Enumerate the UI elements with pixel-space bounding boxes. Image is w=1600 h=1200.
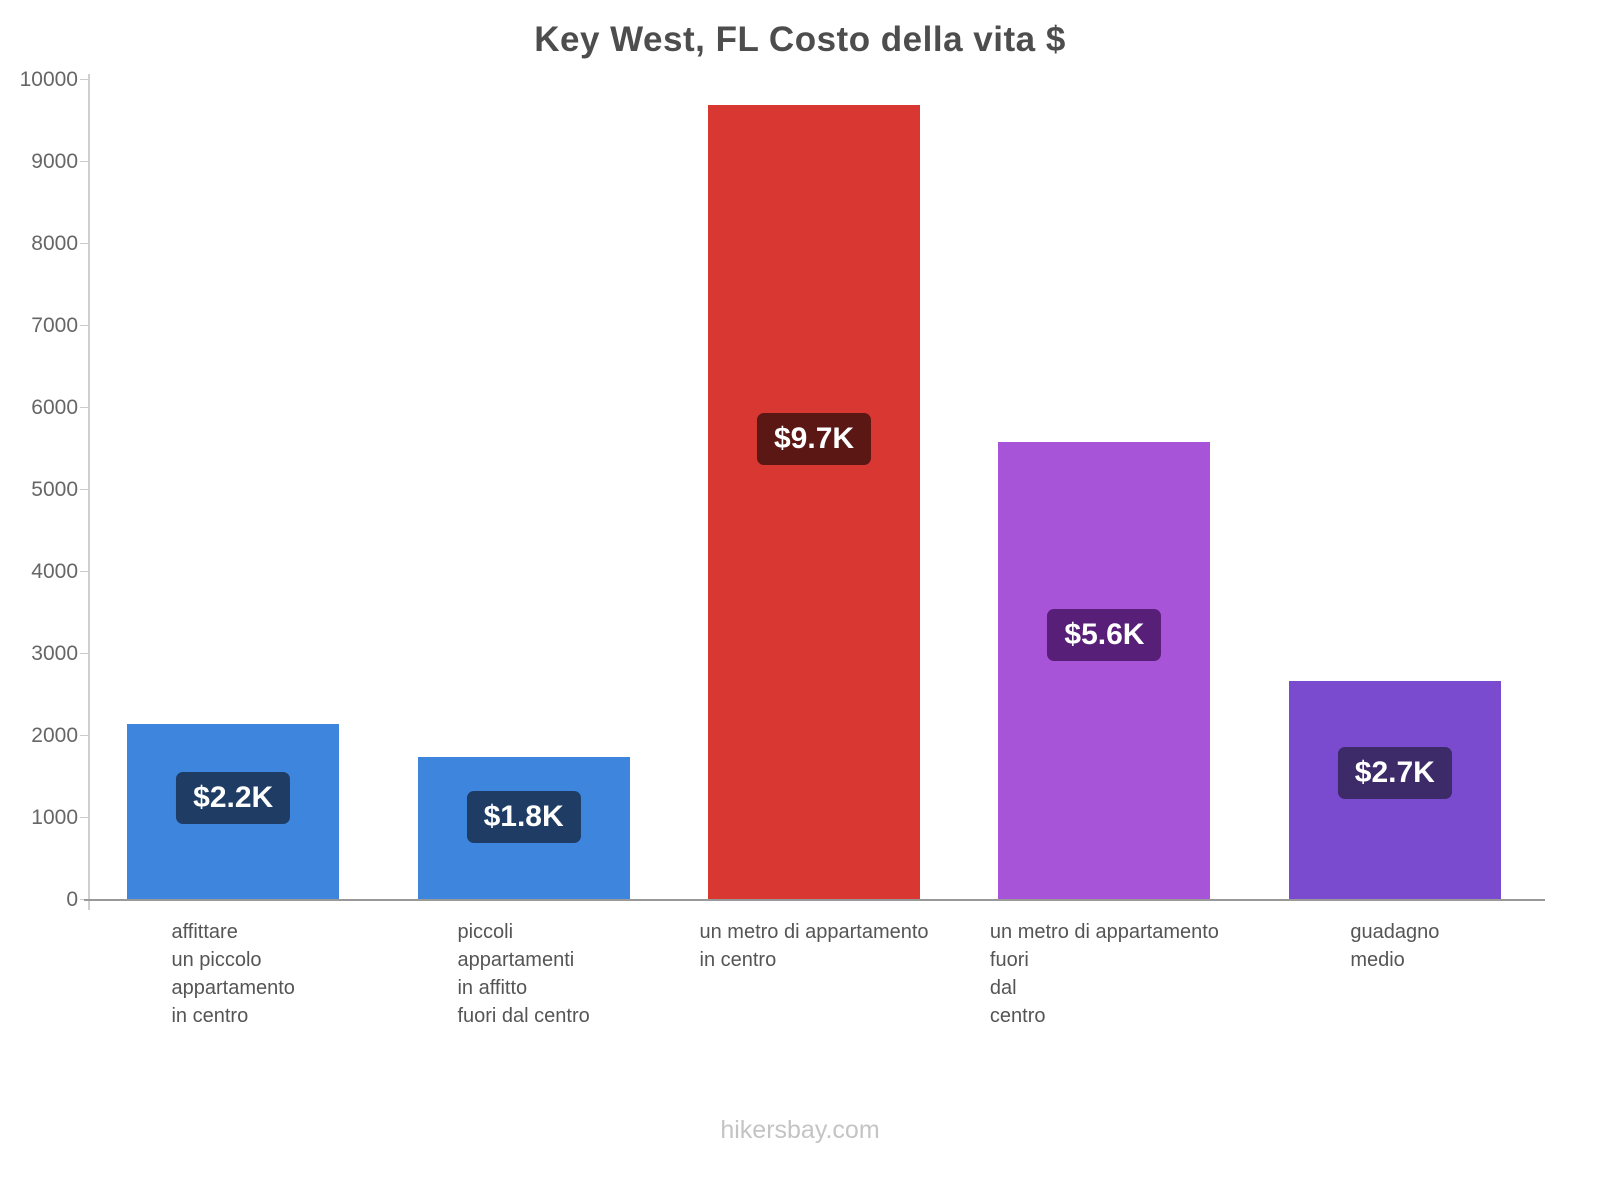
bar-slot: $2.2K bbox=[88, 80, 378, 900]
watermark-text: hikersbay.com bbox=[720, 1116, 880, 1144]
y-tick-label: 1000 bbox=[31, 806, 78, 829]
x-label-cell: piccoli appartamenti in affitto fuori dal c… bbox=[378, 918, 668, 1030]
y-axis-line bbox=[88, 74, 90, 910]
y-tick-mark bbox=[80, 79, 88, 80]
y-tick-label: 4000 bbox=[31, 560, 78, 583]
y-tick-mark bbox=[80, 161, 88, 162]
x-axis-label: affittare un piccolo appartamento in centro bbox=[171, 921, 295, 1027]
value-badge: $5.6K bbox=[1047, 608, 1162, 661]
y-tick-mark bbox=[80, 243, 88, 244]
x-axis-label: guadagno medio bbox=[1350, 921, 1440, 971]
y-tick-mark bbox=[80, 489, 88, 490]
y-tick-mark bbox=[80, 735, 88, 736]
y-tick-mark bbox=[80, 571, 88, 572]
value-badge: $2.7K bbox=[1337, 747, 1452, 800]
chart-title: Key West, FL Costo della vita $ bbox=[534, 20, 1066, 59]
y-tick-label: 9000 bbox=[31, 150, 78, 173]
x-axis-label: un metro di appartamento in centro bbox=[699, 921, 929, 971]
y-tick-label: 0 bbox=[66, 888, 78, 911]
x-axis-line bbox=[84, 899, 1545, 901]
x-label-cell: affittare un piccolo appartamento in centro bbox=[88, 918, 378, 1030]
y-tick-label: 8000 bbox=[31, 232, 78, 255]
y-tick-mark bbox=[80, 325, 88, 326]
bar-4: $5.6K bbox=[998, 442, 1211, 900]
bar-slot: $9.7K bbox=[669, 80, 959, 900]
y-tick-label: 5000 bbox=[31, 478, 78, 501]
x-label-cell: un metro di appartamento fuori dal centro bbox=[959, 918, 1249, 1030]
value-badge: $1.8K bbox=[466, 790, 581, 843]
y-tick-label: 2000 bbox=[31, 724, 78, 747]
y-tick-mark bbox=[80, 817, 88, 818]
value-badge: $9.7K bbox=[756, 412, 872, 465]
bars-area: $2.2K $1.8K $9.7K $5.6K $2.7K bbox=[88, 80, 1540, 900]
y-tick-label: 7000 bbox=[31, 314, 78, 337]
y-tick-mark bbox=[80, 407, 88, 408]
y-tick-label: 3000 bbox=[31, 642, 78, 665]
bar-slot: $5.6K bbox=[959, 80, 1249, 900]
bar-slot: $2.7K bbox=[1250, 80, 1540, 900]
bar-slot: $1.8K bbox=[378, 80, 668, 900]
y-tick-mark bbox=[80, 653, 88, 654]
bar-5: $2.7K bbox=[1288, 681, 1501, 900]
x-label-cell: un metro di appartamento in centro bbox=[669, 918, 959, 1030]
bar-2: $1.8K bbox=[417, 756, 630, 900]
y-axis-labels: 0 1000 2000 3000 4000 5000 6000 7000 8000 9000 100… bbox=[0, 68, 78, 911]
x-axis-label: un metro di appartamento fuori dal centro bbox=[989, 921, 1219, 1027]
bar-3: $9.7K bbox=[708, 104, 921, 900]
x-label-cell: guadagno medio bbox=[1250, 918, 1540, 1030]
y-tick-label: 10000 bbox=[19, 68, 78, 91]
y-tick-label: 6000 bbox=[31, 396, 78, 419]
x-labels-row: affittare un piccolo appartamento in centro… bbox=[88, 918, 1540, 1030]
value-badge: $2.2K bbox=[176, 771, 291, 824]
bar-1: $2.2K bbox=[127, 723, 340, 900]
x-axis-label: piccoli appartamenti in affitto fuori dal c… bbox=[457, 921, 590, 1027]
